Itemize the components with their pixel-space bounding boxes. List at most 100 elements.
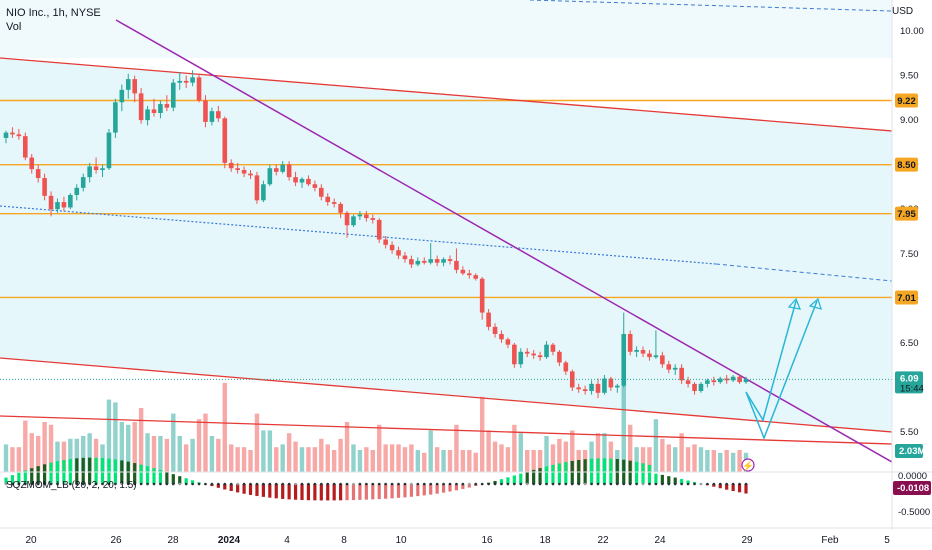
price-level-tag xyxy=(895,290,918,305)
momentum-bar xyxy=(49,462,53,484)
momentum-bar xyxy=(326,484,330,501)
candle-body xyxy=(74,187,80,195)
candle-body xyxy=(293,177,298,183)
volume-bar xyxy=(557,438,562,472)
squeeze-dot xyxy=(223,482,227,486)
price-level-tag xyxy=(895,93,918,108)
candle-body xyxy=(106,132,112,169)
momentum-bar xyxy=(712,484,716,487)
squeeze-dot xyxy=(628,482,632,486)
volume-bar xyxy=(479,396,485,472)
y-axis-tick: 9.50 xyxy=(900,71,919,82)
momentum-bar xyxy=(544,466,549,484)
squeeze-dot xyxy=(197,482,201,486)
volume-bar xyxy=(93,438,99,472)
momentum-bar xyxy=(525,471,529,484)
squeeze-dot xyxy=(461,482,465,486)
momentum-bar xyxy=(351,484,356,501)
candle-body xyxy=(666,364,672,370)
candle-body xyxy=(396,250,401,256)
squeeze-dot xyxy=(307,482,310,486)
x-axis-label: Feb xyxy=(821,535,839,546)
momentum-bar xyxy=(680,479,684,484)
volume-bar xyxy=(23,420,28,472)
momentum-bar xyxy=(319,484,323,501)
candle-body xyxy=(421,260,427,263)
candle-body xyxy=(338,203,343,213)
momentum-bar xyxy=(100,458,105,484)
volume-bar xyxy=(563,441,569,472)
squeeze-dot xyxy=(300,482,304,486)
indicator-current-value: -0.0108 xyxy=(897,483,929,494)
squeeze-dot xyxy=(88,482,91,486)
momentum-bar xyxy=(686,480,690,484)
indicator-top-value: 0.0000 xyxy=(898,471,927,482)
volume-label: Vol xyxy=(6,21,22,33)
volume-bar xyxy=(35,436,41,472)
volume-bar xyxy=(531,450,536,472)
volume-bar xyxy=(338,438,343,472)
squeeze-dot xyxy=(126,482,130,486)
last-price-text: 6.09 xyxy=(900,373,919,384)
y-axis-tick: 9.00 xyxy=(900,115,919,126)
x-axis-label: 2024 xyxy=(218,535,241,546)
candle-body xyxy=(351,216,356,226)
support-line xyxy=(0,415,893,445)
squeeze-dot xyxy=(43,482,46,486)
volume-bar xyxy=(428,430,433,472)
candle-body xyxy=(171,82,176,108)
candle-body xyxy=(325,196,331,203)
price-level-tag-text: 7.95 xyxy=(897,209,916,220)
squeeze-dot xyxy=(661,482,664,486)
x-axis-label: 10 xyxy=(395,535,407,546)
momentum-bar xyxy=(718,484,722,489)
candle-body xyxy=(158,104,163,113)
candle-body xyxy=(48,195,54,210)
candle-body xyxy=(203,100,208,122)
volume-bar xyxy=(537,450,543,472)
volume-bar xyxy=(351,444,356,472)
squeeze-dot xyxy=(712,482,716,486)
squeeze-dot xyxy=(81,482,85,486)
candle-body xyxy=(306,178,311,185)
momentum-histogram xyxy=(4,457,748,501)
chart-legend: NIO Inc., 1h, NYSE Vol xyxy=(6,6,101,34)
momentum-bar xyxy=(306,484,311,501)
squeeze-dot xyxy=(397,482,400,486)
volume-bar xyxy=(222,382,227,472)
squeeze-dot xyxy=(101,482,104,486)
momentum-bar xyxy=(737,484,742,493)
squeeze-dot xyxy=(229,482,233,486)
candle-body xyxy=(10,132,15,135)
momentum-bar xyxy=(441,484,446,493)
squeeze-dot xyxy=(474,482,478,486)
volume-bar xyxy=(16,447,22,472)
momentum-bar xyxy=(390,484,394,499)
candle-body xyxy=(447,259,453,261)
candle-body xyxy=(389,244,395,251)
volume-bar xyxy=(525,450,530,472)
volume-bar xyxy=(447,450,453,472)
candle-body xyxy=(177,80,183,83)
squeeze-dot xyxy=(718,482,722,486)
y-axis-tick: 7.50 xyxy=(900,249,919,260)
candle-body xyxy=(254,175,260,201)
candle-body xyxy=(113,102,118,133)
squeeze-dot xyxy=(435,482,439,486)
candle-body xyxy=(486,312,491,327)
squeeze-dot xyxy=(596,482,600,486)
squeeze-dot xyxy=(24,482,27,486)
squeeze-dot xyxy=(686,482,690,486)
squeeze-dot xyxy=(184,482,188,486)
momentum-bar xyxy=(345,484,349,501)
momentum-bar xyxy=(223,484,227,490)
momentum-bar xyxy=(673,477,677,484)
momentum-bar xyxy=(133,463,137,484)
candle-body xyxy=(505,339,511,345)
volume-bar xyxy=(138,408,144,472)
squeeze-dot xyxy=(159,482,162,486)
channel-lower-line xyxy=(0,357,893,433)
momentum-bar xyxy=(396,484,401,498)
momentum-bar xyxy=(512,475,516,484)
